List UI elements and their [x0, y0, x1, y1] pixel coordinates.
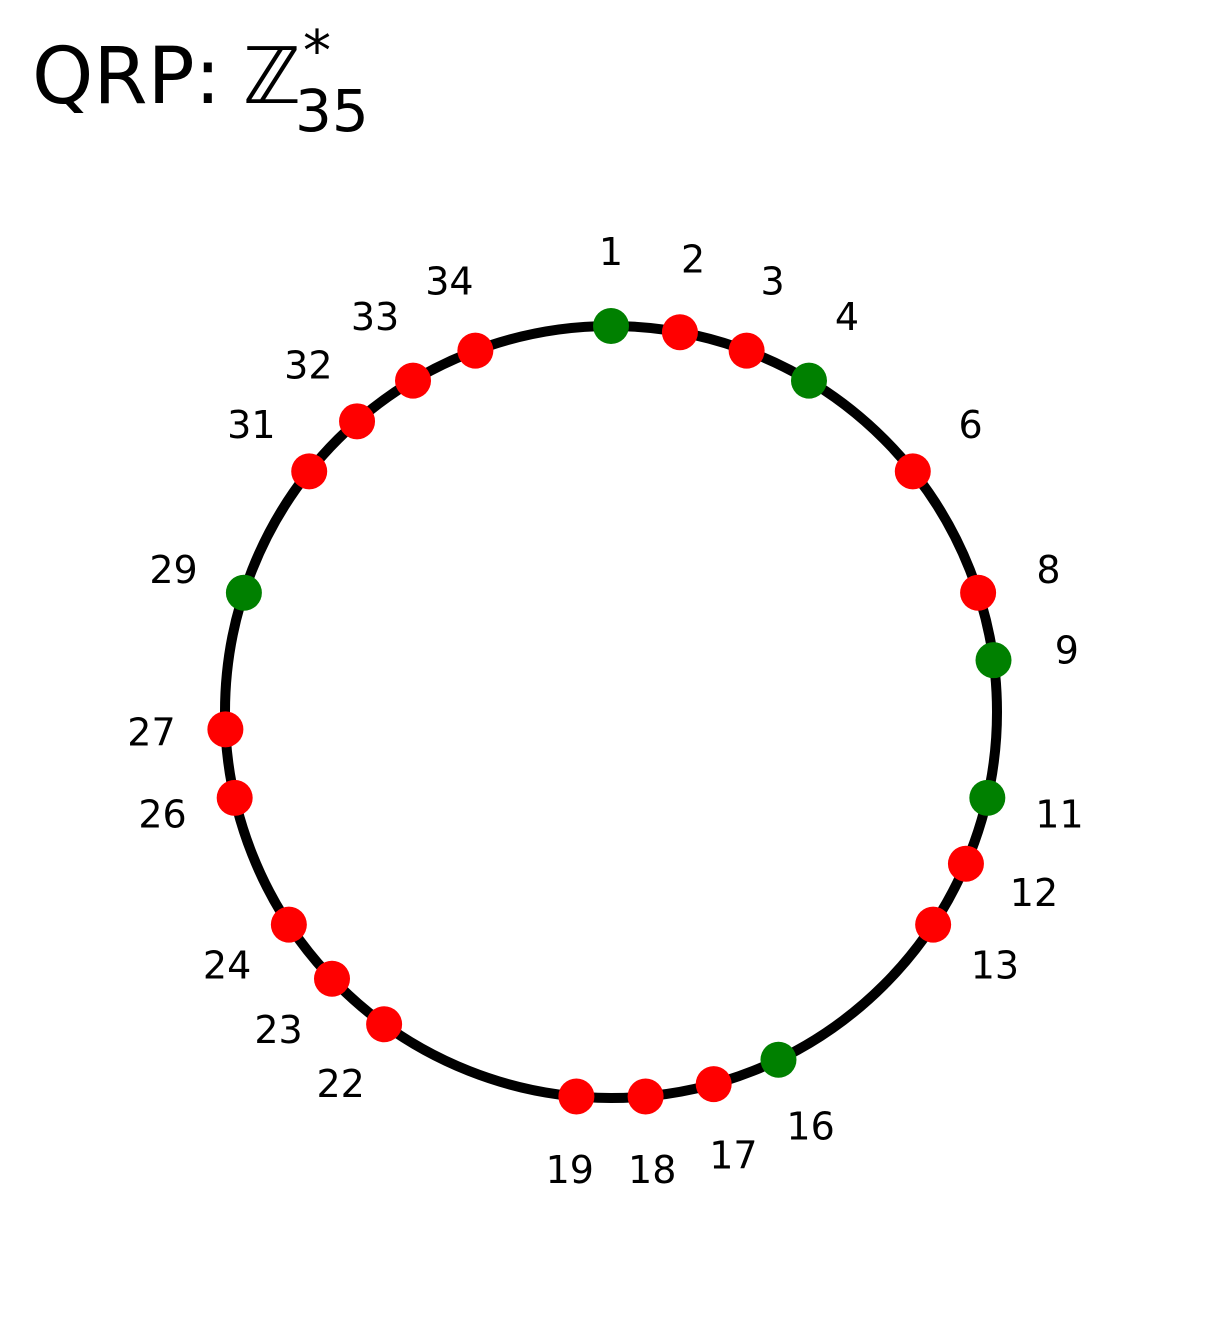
element-label-3: 3 [761, 259, 785, 303]
element-dot-17 [695, 1066, 732, 1103]
element-label-17: 17 [709, 1133, 757, 1177]
title-superscript: * [303, 19, 331, 84]
element-label-31: 31 [227, 403, 275, 447]
element-label-6: 6 [959, 403, 983, 447]
element-label-13: 13 [971, 943, 1019, 987]
element-dot-2 [661, 314, 698, 351]
element-label-4: 4 [835, 295, 859, 339]
element-dot-3 [728, 332, 765, 369]
element-label-32: 32 [284, 344, 332, 388]
element-label-33: 33 [351, 295, 399, 339]
element-label-18: 18 [628, 1148, 676, 1192]
element-dot-12 [947, 845, 984, 882]
element-dot-19 [558, 1078, 595, 1115]
element-label-12: 12 [1010, 871, 1058, 915]
element-labels: 1 2 34689111213161718192223242627293132333… [127, 230, 1083, 1192]
element-dot-8 [960, 574, 997, 611]
element-dot-23 [314, 960, 351, 997]
element-label-9: 9 [1055, 628, 1079, 672]
element-label-27: 27 [127, 711, 175, 755]
element-dot-9 [975, 642, 1012, 679]
diagram-title: QRP: ℤ * 35 [32, 24, 381, 144]
element-dot-34 [457, 332, 494, 369]
title-scripts: * 35 [295, 19, 381, 144]
title-subscript: 35 [295, 77, 369, 145]
element-dot-18 [627, 1078, 664, 1115]
element-label-26: 26 [138, 792, 186, 836]
element-label-29: 29 [149, 548, 197, 592]
element-dot-33 [395, 362, 432, 399]
element-dot-32 [339, 403, 376, 440]
element-dot-26 [216, 779, 253, 816]
element-label-24: 24 [203, 943, 251, 987]
element-dot-31 [291, 453, 328, 490]
element-dot-4 [790, 362, 827, 399]
element-label-22: 22 [316, 1062, 364, 1106]
title-prefix: QRP: [32, 32, 221, 122]
element-dot-27 [207, 711, 244, 748]
element-markers [207, 308, 1012, 1115]
element-dot-29 [225, 574, 262, 611]
element-dot-24 [270, 906, 307, 943]
element-label-1: 1 [599, 230, 623, 274]
element-dot-22 [366, 1006, 403, 1043]
element-label-11: 11 [1035, 792, 1083, 836]
element-dot-11 [969, 779, 1006, 816]
element-label-19: 19 [546, 1148, 594, 1192]
element-label-23: 23 [254, 1008, 302, 1052]
element-dot-6 [894, 453, 931, 490]
element-label-16: 16 [786, 1104, 834, 1148]
element-dot-13 [915, 906, 952, 943]
title-set-symbol: ℤ [242, 32, 301, 122]
element-dot-16 [760, 1041, 797, 1078]
element-label-34: 34 [425, 259, 473, 303]
element-label-2: 2 [681, 237, 705, 281]
element-label-8: 8 [1036, 548, 1060, 592]
element-dot-1 [593, 308, 629, 344]
